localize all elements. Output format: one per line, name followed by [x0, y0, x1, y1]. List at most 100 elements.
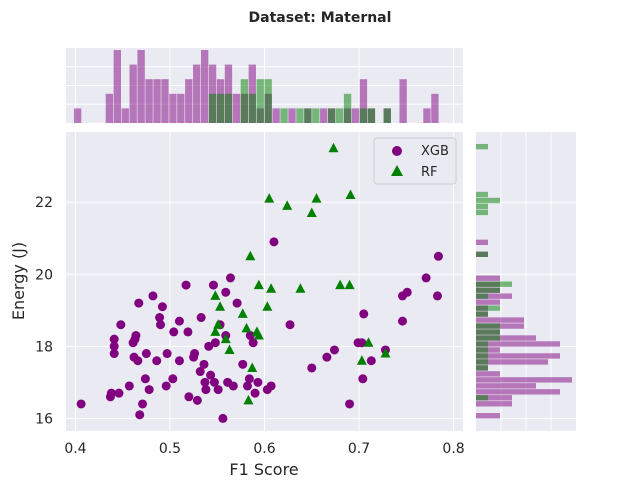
point-rf: [262, 301, 273, 311]
point-xgb: [307, 363, 317, 373]
top-hist-bar-xgb: [351, 108, 360, 123]
y-tick-label: 16: [35, 411, 53, 427]
point-xgb: [109, 334, 119, 344]
point-xgb: [266, 381, 276, 391]
point-xgb: [140, 374, 150, 384]
point-xgb: [190, 349, 200, 359]
right-hist-bar-xgb: [476, 359, 548, 365]
point-xgb: [133, 356, 143, 366]
right-hist-bar-rf: [476, 365, 488, 371]
point-rf: [266, 283, 277, 293]
right-hist-bar-xgb: [476, 293, 512, 299]
point-xgb: [157, 302, 167, 312]
legend-marker-xgb: [392, 146, 402, 156]
point-xgb: [242, 381, 252, 391]
point-xgb: [138, 399, 148, 409]
right-hist-bar-xgb: [476, 377, 572, 383]
point-rf: [253, 279, 264, 290]
top-hist-bar-xgb: [288, 108, 296, 123]
top-hist-bar-xgb: [161, 79, 169, 123]
x-tick-label: 0.5: [159, 441, 181, 457]
top-hist-bar-xgb: [121, 108, 129, 123]
point-rf: [241, 322, 252, 333]
legend-label-rf: RF: [421, 165, 438, 180]
point-xgb: [131, 331, 141, 341]
top-hist-bar-xgb: [185, 79, 193, 123]
right-hist-bar-rf: [476, 311, 488, 317]
right-hist-bar-rf: [476, 323, 500, 329]
top-hist-bar-xgb: [169, 93, 177, 123]
point-xgb: [106, 388, 116, 398]
point-xgb: [109, 349, 119, 359]
point-xgb: [213, 385, 223, 395]
point-rf: [245, 250, 256, 261]
top-hist-bar-xgb: [423, 108, 431, 123]
right-hist-bar-rf: [476, 359, 488, 365]
top-hist-bar-xgb: [145, 79, 153, 123]
point-rf: [345, 189, 356, 200]
right-hist-bar-xgb: [476, 389, 560, 395]
point-xgb: [250, 388, 260, 398]
top-hist-bar-xgb: [105, 93, 114, 123]
point-xgb: [322, 352, 332, 362]
top-hist-bar-rf: [343, 93, 352, 123]
top-hist-bar-rf: [224, 93, 233, 123]
top-hist-bar-xgb: [193, 64, 201, 123]
right-hist-bar-rf: [476, 335, 500, 341]
top-hist-bar-xgb: [272, 108, 280, 123]
top-hist-bar-xgb: [177, 93, 185, 123]
point-xgb: [174, 356, 184, 366]
chart-title: Dataset: Maternal: [249, 10, 392, 26]
right-hist-bar-rf: [476, 281, 512, 287]
right-hist-bar-rf: [476, 329, 500, 335]
right-hist-bar-xgb: [476, 317, 524, 323]
legend-label-xgb: XGB: [421, 144, 449, 159]
y-axis-label: Energy (J): [9, 242, 28, 320]
point-xgb: [206, 370, 216, 380]
top-hist-bar-rf: [328, 108, 336, 123]
point-rf: [380, 348, 391, 358]
point-xgb: [114, 388, 124, 398]
point-xgb: [238, 359, 248, 369]
top-hist-bar-rf: [216, 93, 225, 123]
point-rf: [311, 193, 322, 203]
top-hist-bar-rf: [383, 108, 391, 123]
top-hist-bar-rf: [312, 108, 320, 123]
right-hist-bar-xgb: [476, 299, 500, 305]
point-xgb: [124, 381, 134, 391]
point-xgb: [199, 359, 209, 369]
point-xgb: [345, 399, 355, 409]
point-xgb: [116, 320, 126, 330]
point-xgb: [218, 413, 228, 423]
legend: XGB RF: [373, 137, 457, 185]
point-rf: [363, 337, 374, 347]
top-hist-bar-xgb: [200, 50, 209, 123]
point-xgb: [134, 298, 144, 308]
y-tick-label: 18: [35, 339, 53, 355]
x-axis-label: F1 Score: [229, 460, 298, 479]
point-rf: [243, 394, 254, 405]
top-hist-bar-xgb: [320, 108, 328, 123]
right-hist-bar-rf: [476, 209, 488, 216]
point-xgb: [366, 356, 376, 366]
right-marginal-histogram: [476, 132, 576, 431]
top-hist-bar-rf: [367, 108, 376, 123]
point-rf: [295, 283, 306, 293]
top-hist-bar-rf: [208, 93, 217, 123]
right-hist-bar-rf: [476, 287, 500, 293]
point-rf: [264, 193, 275, 203]
point-xgb: [421, 273, 431, 283]
point-rf: [210, 326, 221, 336]
right-hist-bar-xgb: [476, 275, 500, 281]
right-hist-bar-rf: [476, 353, 488, 359]
point-xgb: [155, 313, 165, 323]
point-xgb: [253, 377, 263, 387]
point-xgb: [141, 349, 151, 359]
top-hist-bar-rf: [248, 93, 256, 123]
point-xgb: [285, 320, 295, 330]
point-xgb: [432, 291, 442, 301]
right-hist-bar-rf: [476, 251, 488, 257]
point-xgb: [76, 399, 86, 409]
point-xgb: [244, 374, 254, 384]
